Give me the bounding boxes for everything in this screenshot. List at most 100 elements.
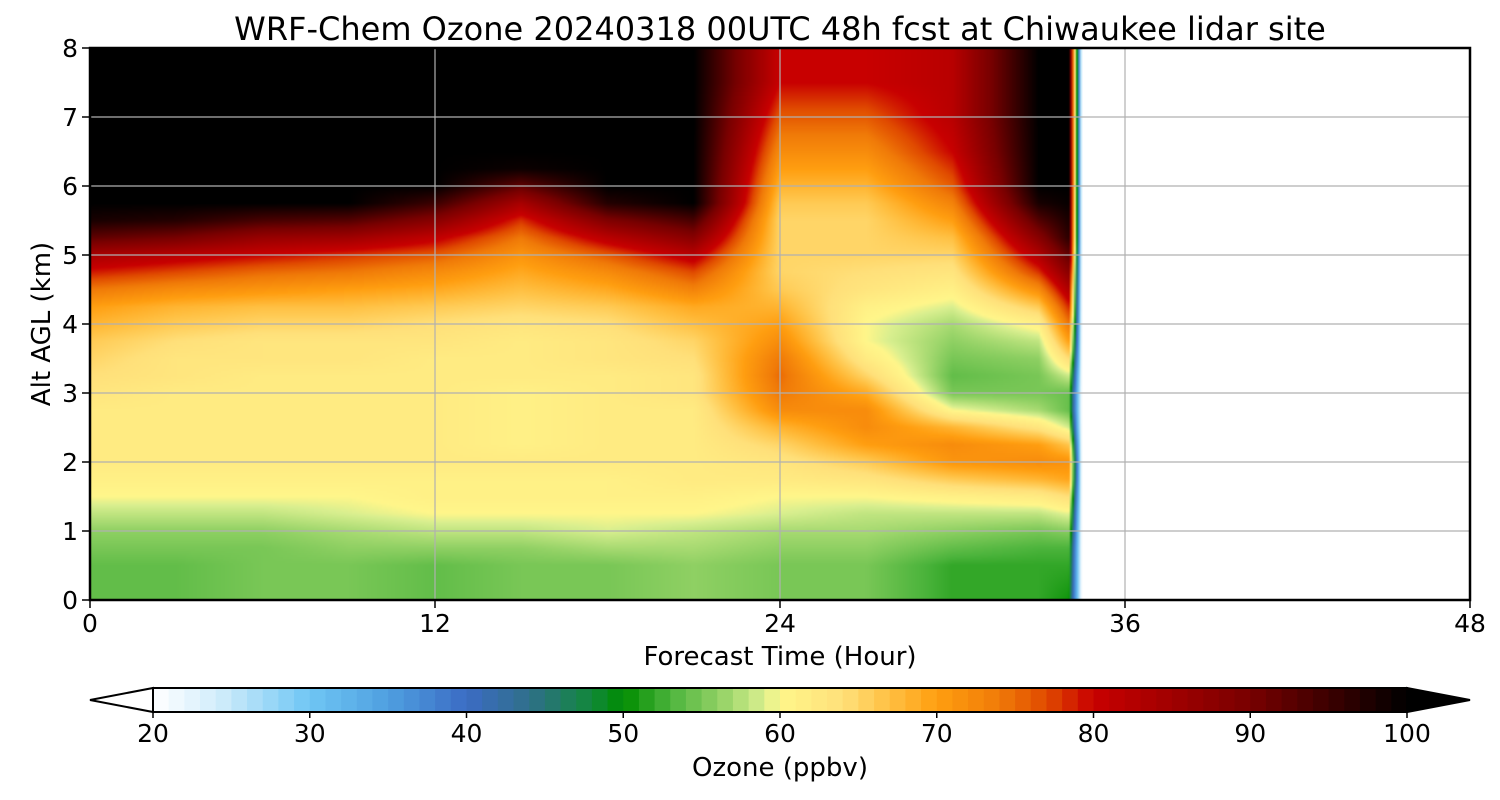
colorbar-segment xyxy=(1156,688,1173,712)
colorbar-segment xyxy=(936,688,954,712)
colorbar-segment xyxy=(811,688,828,712)
y-axis-label: Alt AGL (km) xyxy=(27,242,57,406)
colorbar-segment xyxy=(153,688,170,712)
colorbar-segment xyxy=(968,688,985,712)
colorbar-segment xyxy=(1281,688,1298,712)
colorbar-segment xyxy=(842,688,859,712)
colorbar-segment xyxy=(764,688,781,712)
colorbar-tick-label: 100 xyxy=(1383,719,1431,748)
colorbar-segment xyxy=(168,688,185,712)
colorbar-segment xyxy=(827,688,844,712)
y-tick-label: 0 xyxy=(62,586,78,615)
colorbar-segment xyxy=(1359,688,1377,712)
colorbar-segment xyxy=(262,688,279,712)
colorbar-segment xyxy=(732,688,750,712)
colorbar-segment xyxy=(1109,688,1126,712)
colorbar-segment xyxy=(200,688,217,712)
colorbar-tick-label: 60 xyxy=(764,719,796,748)
colorbar-segment xyxy=(921,688,938,712)
colorbar-segment xyxy=(654,688,671,712)
colorbar-segment xyxy=(466,688,483,712)
colorbar-segment xyxy=(905,688,922,712)
colorbar-segment xyxy=(1391,688,1408,712)
colorbar-segment xyxy=(1218,688,1236,712)
colorbar-segment xyxy=(952,688,969,712)
colorbar-segment xyxy=(1062,688,1079,712)
colorbar-segment xyxy=(1015,688,1032,712)
colorbar-segment xyxy=(858,688,875,712)
colorbar-segment xyxy=(309,688,327,712)
colorbar-tick-label: 30 xyxy=(294,719,326,748)
colorbar-segment xyxy=(294,688,311,712)
colorbar-segment xyxy=(372,688,389,712)
colorbar-segment xyxy=(1328,688,1345,712)
colorbar-segment xyxy=(356,688,374,712)
y-tick-label: 1 xyxy=(62,517,78,546)
colorbar: 20 30 40 50 60 70 80 90 100 Ozone (ppbv) xyxy=(89,686,1471,783)
colorbar-segment xyxy=(450,688,468,712)
colorbar-tick-label: 70 xyxy=(921,719,953,748)
colorbar-segment xyxy=(278,688,295,712)
x-axis-ticks: 0 12 24 36 48 xyxy=(82,600,1486,638)
colorbar-segment xyxy=(1171,688,1189,712)
colorbar-segment xyxy=(670,688,687,712)
y-tick-label: 3 xyxy=(62,379,78,408)
colorbar-segment xyxy=(685,688,703,712)
x-axis-label: Forecast Time (Hour) xyxy=(643,642,916,672)
colorbar-segment xyxy=(529,688,546,712)
colorbar-segment xyxy=(482,688,499,712)
y-tick-label: 8 xyxy=(62,34,78,63)
colorbar-segment xyxy=(1344,688,1361,712)
colorbar-segment xyxy=(795,688,812,712)
y-tick-label: 6 xyxy=(62,172,78,201)
colorbar-segment xyxy=(419,688,436,712)
colorbar-segment xyxy=(889,688,906,712)
colorbar-segment xyxy=(1077,688,1095,712)
colorbar-segment xyxy=(1265,688,1283,712)
colorbar-tick-label: 20 xyxy=(137,719,169,748)
colorbar-tick-label: 80 xyxy=(1078,719,1110,748)
colorbar-extend-high xyxy=(1406,686,1471,714)
y-tick-label: 4 xyxy=(62,310,78,339)
x-tick-label: 48 xyxy=(1454,609,1486,638)
x-tick-label: 12 xyxy=(419,609,451,638)
colorbar-segments xyxy=(153,688,1408,712)
colorbar-extend-low xyxy=(89,686,154,714)
x-tick-label: 24 xyxy=(764,609,796,638)
colorbar-segment xyxy=(1046,688,1063,712)
colorbar-segment xyxy=(1250,688,1267,712)
colorbar-segment xyxy=(513,688,530,712)
colorbar-segment xyxy=(1093,688,1110,712)
colorbar-segment xyxy=(1203,688,1220,712)
colorbar-segment xyxy=(247,688,264,712)
colorbar-segment xyxy=(497,688,515,712)
x-tick-label: 36 xyxy=(1109,609,1141,638)
y-tick-label: 2 xyxy=(62,448,78,477)
colorbar-segment xyxy=(1297,688,1314,712)
colorbar-segment xyxy=(607,688,624,712)
colorbar-segment xyxy=(623,688,640,712)
colorbar-tick-label: 50 xyxy=(607,719,639,748)
colorbar-segment xyxy=(701,688,718,712)
colorbar-tick-label: 90 xyxy=(1234,719,1266,748)
chart-title: WRF-Chem Ozone 20240318 00UTC 48h fcst a… xyxy=(234,10,1326,48)
colorbar-segment xyxy=(1124,688,1142,712)
colorbar-segment xyxy=(591,688,609,712)
colorbar-segment xyxy=(999,688,1016,712)
colorbar-segment xyxy=(403,688,421,712)
colorbar-segment xyxy=(1234,688,1251,712)
colorbar-segment xyxy=(983,688,1001,712)
colorbar-tick-label: 40 xyxy=(451,719,483,748)
colorbar-segment xyxy=(717,688,734,712)
colorbar-segment xyxy=(1030,688,1048,712)
y-axis-ticks: 0 1 2 3 4 5 6 7 8 xyxy=(62,34,90,615)
colorbar-segment xyxy=(748,688,765,712)
colorbar-segment xyxy=(1140,688,1157,712)
colorbar-segment xyxy=(576,688,593,712)
colorbar-segment xyxy=(638,688,656,712)
colorbar-segment xyxy=(388,688,405,712)
colorbar-segment xyxy=(215,688,232,712)
colorbar-label: Ozone (ppbv) xyxy=(692,753,868,783)
colorbar-segment xyxy=(325,688,342,712)
colorbar-segment xyxy=(341,688,358,712)
